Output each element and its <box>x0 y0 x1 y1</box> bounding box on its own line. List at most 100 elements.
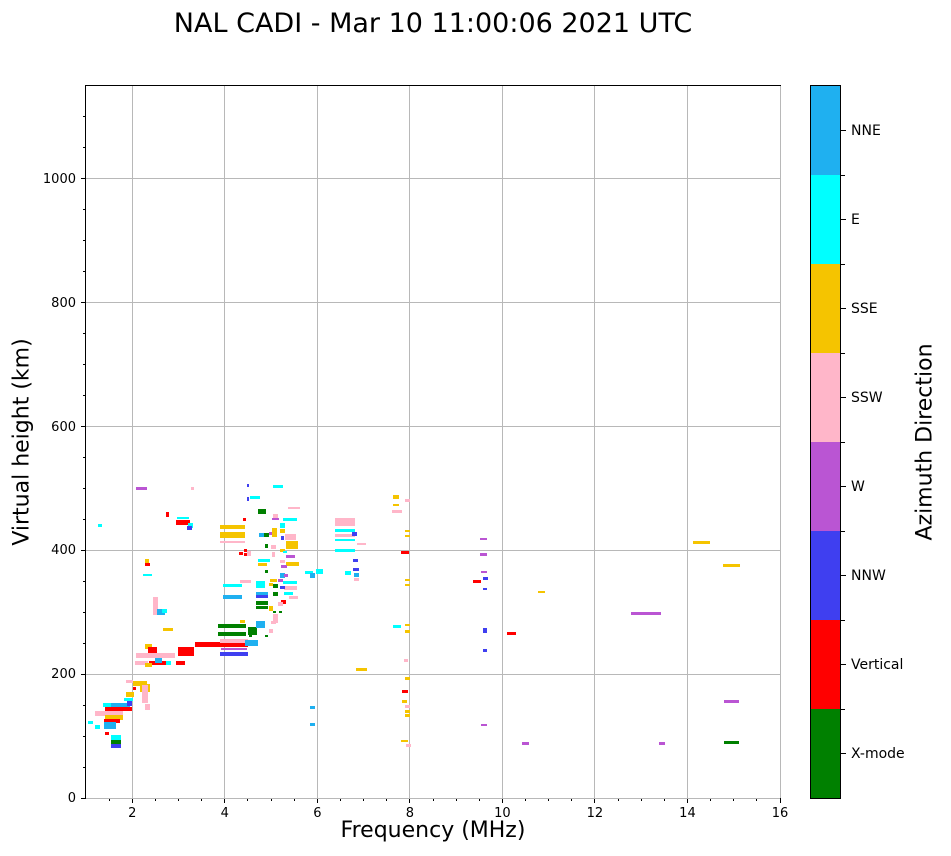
echo-point <box>223 583 242 588</box>
colorbar-tick-label: SSE <box>851 300 878 317</box>
colorbar-tick <box>841 308 846 309</box>
echo-point <box>177 516 190 520</box>
y-minor-tick <box>83 735 85 737</box>
echo-point <box>259 532 265 538</box>
echo-point <box>144 662 152 668</box>
colorbar-tick-label: SSW <box>851 389 883 406</box>
echo-point <box>281 599 286 604</box>
colorbar-boundary-tick <box>841 263 845 265</box>
x-minor-tick <box>733 799 735 801</box>
echo-point <box>256 591 268 595</box>
echo-point <box>405 677 410 680</box>
echo-point <box>335 533 355 538</box>
x-minor-tick <box>293 799 295 801</box>
grid-line-vertical <box>686 86 688 798</box>
y-minor-tick <box>83 518 85 520</box>
colorbar-segment <box>811 175 840 264</box>
echo-point <box>286 541 298 550</box>
echo-point <box>405 714 410 717</box>
colorbar-tick-label: Vertical <box>851 656 904 673</box>
echo-point <box>353 559 359 563</box>
echo-point <box>157 609 165 616</box>
echo-point <box>282 580 297 585</box>
grid-line-horizontal <box>86 673 780 675</box>
x-minor-tick <box>478 799 480 801</box>
colorbar-boundary-tick <box>841 352 845 354</box>
echo-point <box>257 509 266 515</box>
echo-point <box>279 523 286 528</box>
x-tick <box>501 799 503 803</box>
echo-point <box>94 724 101 729</box>
echo-point <box>268 582 274 587</box>
x-minor-tick <box>363 799 365 801</box>
echo-point <box>310 573 316 579</box>
colorbar-segment <box>811 531 840 620</box>
echo-point <box>268 606 274 611</box>
colorbar-tick <box>841 219 846 220</box>
echo-point <box>221 647 247 651</box>
echo-point <box>345 571 351 576</box>
x-minor-tick <box>178 799 180 801</box>
echo-point <box>281 565 287 568</box>
echo-point <box>392 625 402 628</box>
echo-point <box>264 634 269 638</box>
echo-point <box>279 572 286 578</box>
echo-point <box>217 624 246 628</box>
grid-line-vertical <box>316 86 318 798</box>
grid-line-horizontal <box>86 549 780 551</box>
echo-point <box>400 739 408 743</box>
x-tick <box>686 799 688 803</box>
echo-point <box>507 632 517 636</box>
grid-line-vertical <box>131 86 133 798</box>
echo-point <box>273 591 278 596</box>
echo-point <box>405 583 410 587</box>
echo-point <box>279 549 286 552</box>
echo-point <box>288 507 300 510</box>
y-minor-tick <box>83 333 85 335</box>
echo-point <box>404 499 411 503</box>
echo-point <box>176 660 186 666</box>
colorbar-segment <box>811 709 840 798</box>
echo-point <box>190 486 195 490</box>
grid-line-horizontal <box>86 426 780 428</box>
x-tick-label: 6 <box>313 806 322 821</box>
x-minor-tick <box>455 799 457 801</box>
y-minor-tick <box>83 766 85 768</box>
echo-point <box>255 580 266 589</box>
colorbar-tick-label: X-mode <box>851 745 905 762</box>
echo-point <box>110 743 122 749</box>
echo-point <box>280 585 285 590</box>
y-tick-label: 800 <box>51 295 76 311</box>
echo-point <box>94 710 124 716</box>
y-minor-tick <box>83 487 85 489</box>
echo-point <box>522 742 529 745</box>
x-minor-tick <box>571 799 573 801</box>
echo-point <box>281 536 285 540</box>
echo-point <box>125 692 135 697</box>
echo-point <box>246 483 250 487</box>
echo-point <box>134 660 149 666</box>
y-minor-tick <box>83 642 85 644</box>
x-tick <box>316 799 318 803</box>
echo-point <box>538 590 546 594</box>
x-minor-tick <box>640 799 642 801</box>
echo-point <box>268 628 274 633</box>
x-tick-label: 16 <box>771 806 789 821</box>
x-tick-label: 10 <box>494 806 511 821</box>
y-minor-tick <box>83 704 85 706</box>
colorbar: NNE E SSE SSW W NNW Vertical X-mode <box>810 85 905 799</box>
x-tick <box>224 799 226 803</box>
y-minor-tick <box>83 209 85 211</box>
echo-point <box>283 585 298 591</box>
echo-point <box>255 601 268 605</box>
colorbar-label: Azimuth Direction <box>912 343 938 541</box>
y-tick <box>81 549 85 551</box>
echo-point <box>133 680 148 686</box>
grid-line-vertical <box>594 86 596 798</box>
echo-point <box>255 620 266 629</box>
echo-point <box>152 596 159 616</box>
colorbar-tick <box>841 575 846 576</box>
y-minor-tick <box>83 611 85 613</box>
plot-area: 2 4 6 8 10 12 14 16 0 200 400 600 800 1000 <box>43 85 788 820</box>
echo-point <box>271 545 276 550</box>
